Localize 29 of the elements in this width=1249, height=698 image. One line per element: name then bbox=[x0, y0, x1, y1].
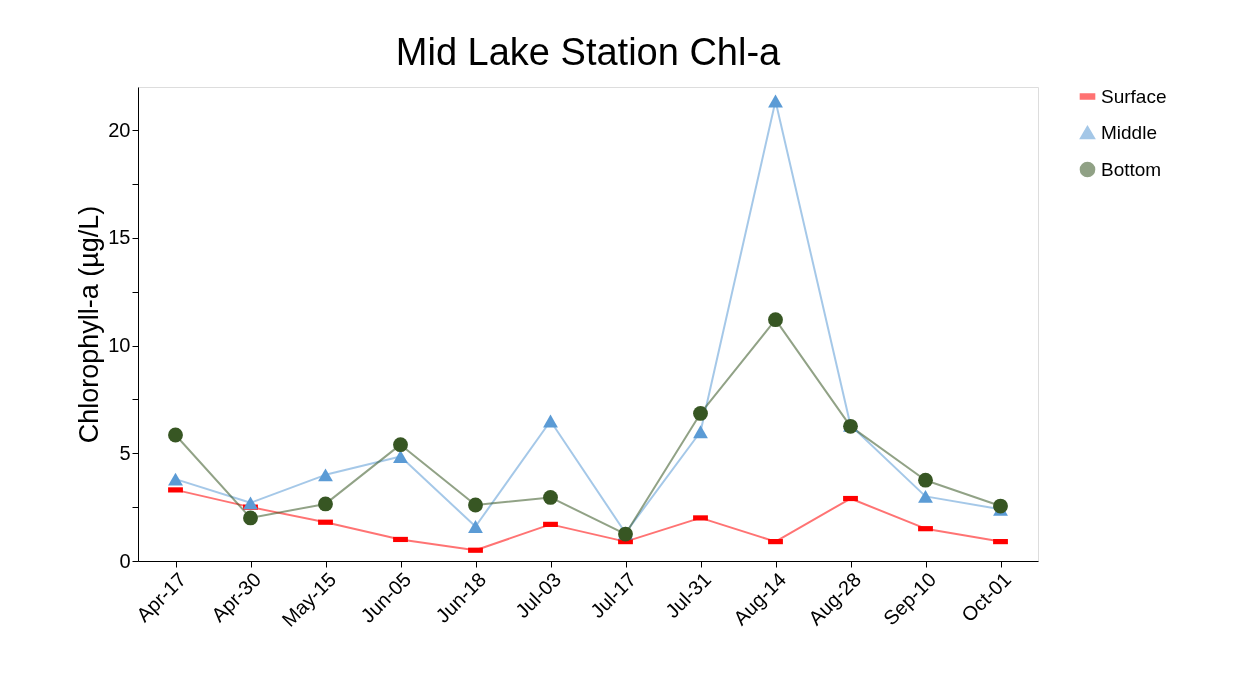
y-tick-label: 20 bbox=[108, 118, 131, 141]
point bbox=[243, 496, 258, 510]
point bbox=[318, 496, 333, 512]
point bbox=[768, 312, 783, 328]
point bbox=[543, 414, 558, 428]
point bbox=[393, 437, 408, 453]
point bbox=[393, 450, 408, 463]
y-tick-label: 5 bbox=[119, 441, 131, 464]
point bbox=[993, 498, 1008, 514]
legend-label: Middle bbox=[1101, 121, 1157, 143]
point bbox=[318, 468, 333, 482]
point bbox=[543, 490, 558, 505]
point bbox=[693, 406, 708, 421]
point bbox=[168, 427, 183, 443]
point bbox=[168, 472, 183, 486]
point bbox=[468, 520, 483, 533]
point bbox=[768, 94, 783, 108]
point bbox=[918, 489, 933, 503]
y-tick-label: 15 bbox=[108, 226, 131, 249]
y-tick-label: 0 bbox=[119, 549, 131, 572]
chart-title: Mid Lake Station Chl-a bbox=[395, 31, 782, 73]
point bbox=[918, 472, 933, 488]
point bbox=[693, 425, 708, 439]
point bbox=[243, 510, 258, 526]
point bbox=[468, 497, 483, 513]
y-tick-label: 10 bbox=[108, 334, 131, 357]
y-axis-title: Chlorophyll-a (µg/L) bbox=[74, 205, 105, 444]
legend-label: Surface bbox=[1101, 85, 1167, 107]
legend-label: Bottom bbox=[1101, 158, 1162, 180]
